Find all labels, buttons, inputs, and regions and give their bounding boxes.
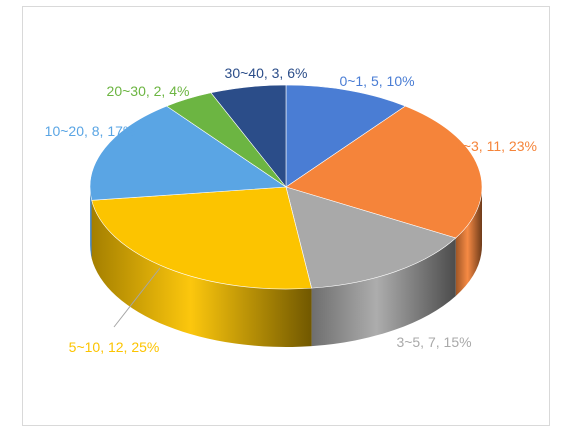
slice-1-3	[285, 105, 483, 239]
data-label-10-20: 10~20, 8, 17%	[45, 123, 136, 139]
data-label-1-3: 1~3, 11, 23%	[455, 138, 537, 154]
slice-side-10-20	[90, 187, 92, 259]
pie-side-walls	[90, 187, 482, 347]
slice-side-5-10	[91, 200, 312, 347]
data-label-0-1: 0~1, 5, 10%	[339, 73, 414, 89]
data-label-5-10: 5~10, 12, 25%	[69, 339, 160, 355]
leader-lines	[113, 267, 161, 328]
leader-line-5-10	[113, 267, 161, 328]
slice-side-3-5	[311, 238, 456, 347]
slice-3-5	[285, 186, 457, 289]
slice-0-1	[285, 84, 406, 188]
data-labels: 0~1, 5, 10% 1~3, 11, 23% 3~5, 7, 15% 5~10, …	[45, 65, 537, 355]
slice-10-20	[89, 105, 287, 201]
pie-top-faces	[89, 84, 483, 290]
slice-30-40	[210, 84, 287, 188]
data-label-20-30: 20~30, 2, 4%	[107, 83, 190, 99]
data-label-30-40: 30~40, 3, 6%	[225, 65, 308, 81]
slice-side-1-3	[455, 187, 482, 296]
slice-5-10	[91, 186, 312, 290]
data-label-3-5: 3~5, 7, 15%	[396, 334, 471, 350]
